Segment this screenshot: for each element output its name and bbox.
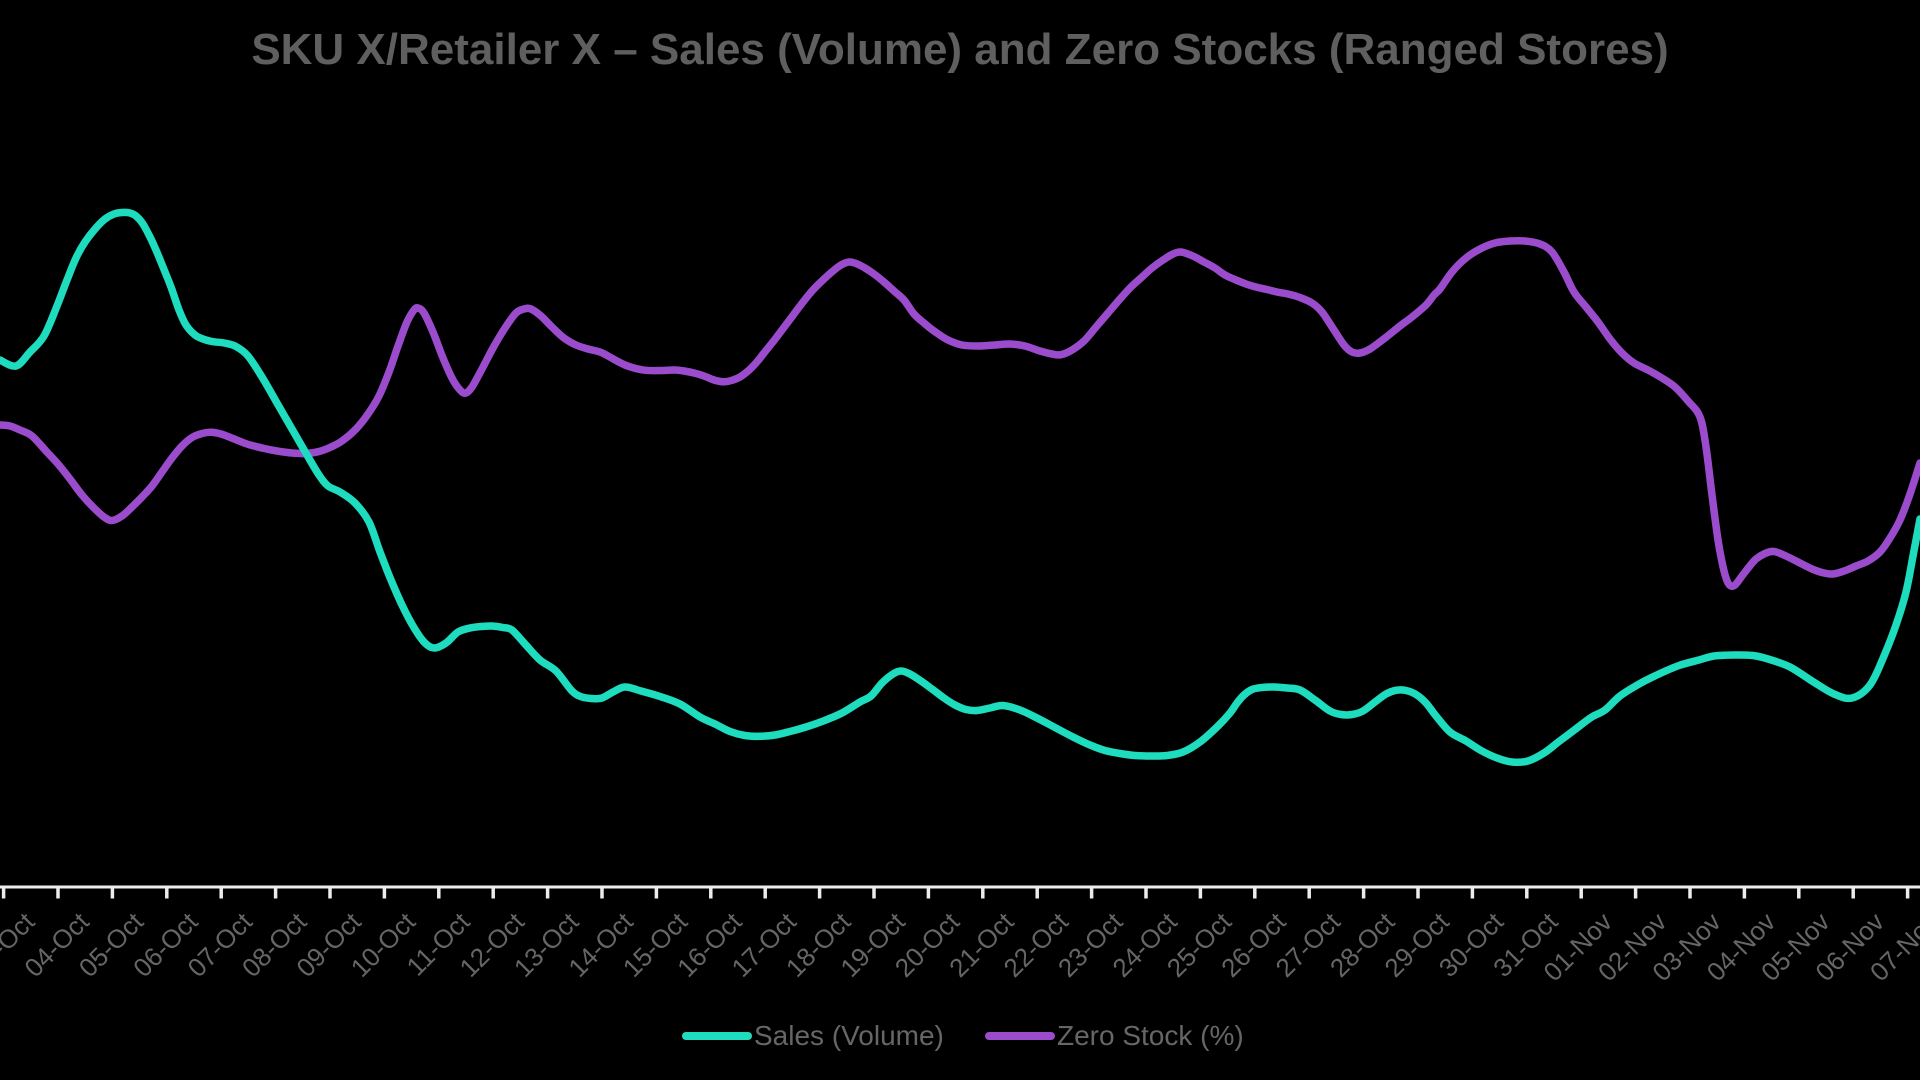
svg-text:Sales (Volume): Sales (Volume) xyxy=(754,1020,944,1051)
svg-text:SKU X/Retailer X – Sales (Volu: SKU X/Retailer X – Sales (Volume) and Ze… xyxy=(251,25,1668,74)
svg-text:Zero Stock (%): Zero Stock (%) xyxy=(1057,1020,1244,1051)
